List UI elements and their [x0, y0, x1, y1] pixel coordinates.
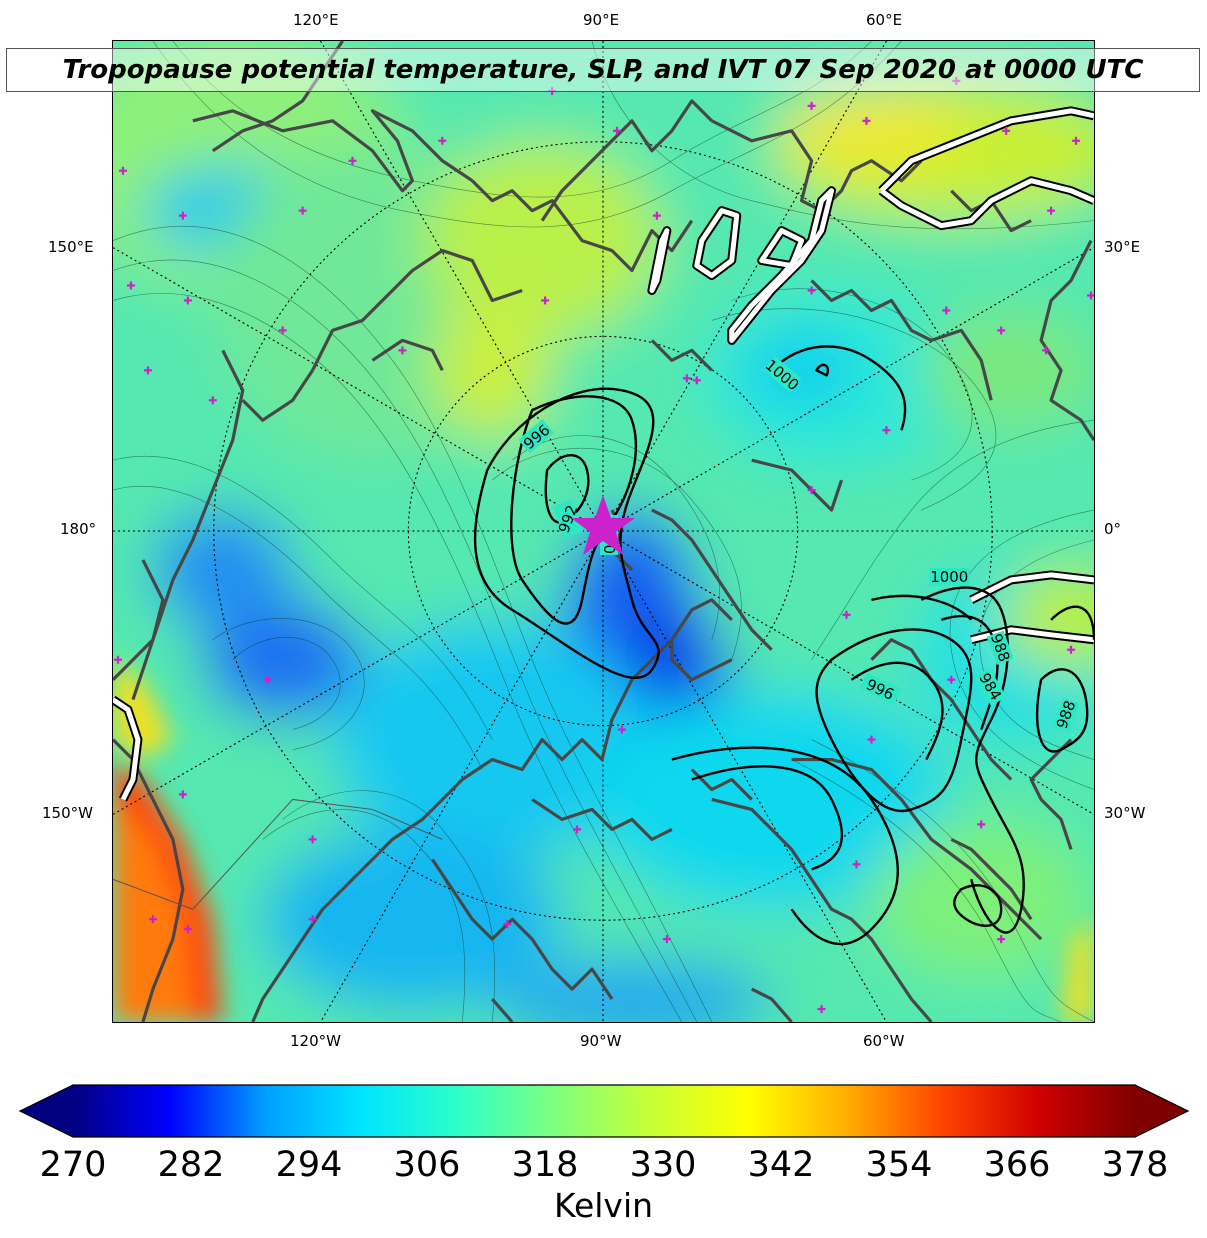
lon-label-right: 30°E — [1104, 238, 1141, 256]
lon-label-left: 180° — [60, 520, 97, 538]
colorbar — [18, 1084, 1190, 1138]
colorbar-tick-label: 330 — [629, 1145, 697, 1185]
theta-field — [113, 41, 1094, 1022]
colorbar-tick-label: 306 — [393, 1145, 461, 1185]
lon-label-top: 120°E — [293, 11, 339, 29]
lon-label-left: 150°W — [42, 804, 93, 822]
north-pole-star-marker — [571, 495, 635, 555]
map-title: Tropopause potential temperature, SLP, a… — [6, 48, 1200, 92]
slp-contours — [473, 345, 1094, 946]
hot-region — [113, 659, 1094, 1022]
slp-label: 1000 — [930, 568, 968, 586]
map-field: 996 992 1000 1000 1000 996 988 984 988 — [113, 41, 1094, 1022]
theta-isolines — [113, 41, 1094, 1022]
colorbar-tick-label: 366 — [983, 1145, 1051, 1185]
colorbar-min-extend — [20, 1085, 73, 1137]
lon-label-right: 30°W — [1104, 804, 1146, 822]
lon-label-bottom: 120°W — [290, 1032, 341, 1050]
colorbar-tick-label: 342 — [747, 1145, 815, 1185]
colorbar-tick-label: 378 — [1101, 1145, 1169, 1185]
map-panel: 996 992 1000 1000 1000 996 988 984 988 — [112, 40, 1095, 1023]
station-markers — [113, 76, 1094, 1014]
colorbar-max-extend — [1135, 1085, 1188, 1137]
lon-label-bottom: 90°W — [580, 1032, 622, 1050]
colorbar-tick-label: 294 — [275, 1145, 343, 1185]
lon-label-left: 150°E — [48, 238, 94, 256]
colorbar-tick-label: 282 — [157, 1145, 225, 1185]
colorbar-tick-label: 318 — [511, 1145, 579, 1185]
ivt-contours — [113, 106, 1094, 802]
lon-label-right: 0° — [1104, 520, 1122, 538]
colorbar-tick-label: 270 — [39, 1145, 107, 1185]
lon-label-top: 60°E — [866, 11, 903, 29]
slp-label-knockouts — [518, 356, 1080, 732]
lon-label-top: 90°E — [583, 11, 620, 29]
colorbar-outline — [18, 1084, 1190, 1138]
colorbar-gradient — [73, 1085, 1135, 1137]
colorbar-tick-label: 354 — [865, 1145, 933, 1185]
lon-label-bottom: 60°W — [863, 1032, 905, 1050]
colorbar-unit-label: Kelvin — [553, 1186, 654, 1225]
country-borders — [113, 798, 443, 910]
